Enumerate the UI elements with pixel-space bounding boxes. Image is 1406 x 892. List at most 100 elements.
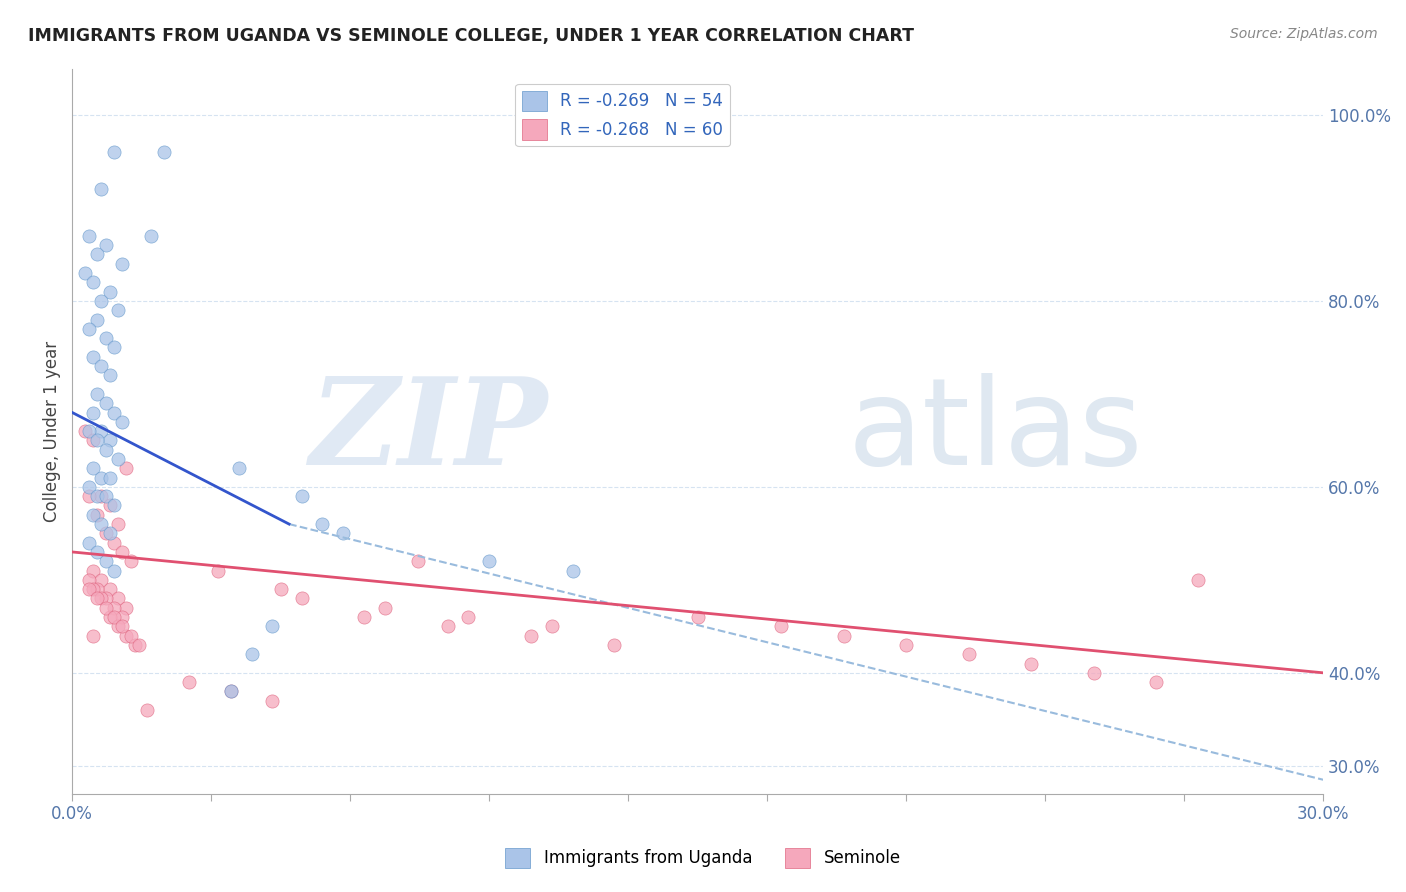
Point: [77, 322, 100, 336]
Point: [1083, 665, 1105, 680]
Point: [1144, 675, 1167, 690]
Point: [86, 489, 108, 503]
Point: [111, 610, 134, 624]
Point: [94, 238, 117, 252]
Point: [82, 461, 104, 475]
Point: [1187, 573, 1209, 587]
Point: [94, 489, 117, 503]
Point: [353, 610, 375, 624]
Point: [111, 415, 134, 429]
Point: [262, 619, 284, 633]
Point: [311, 517, 333, 532]
Point: [770, 619, 793, 633]
Point: [77, 573, 100, 587]
Point: [86, 508, 108, 522]
Point: [115, 461, 138, 475]
Point: [82, 405, 104, 419]
Point: [103, 564, 125, 578]
Point: [107, 303, 129, 318]
Point: [86, 545, 108, 559]
Point: [82, 582, 104, 596]
Point: [94, 442, 117, 457]
Point: [98, 434, 121, 448]
Point: [457, 610, 479, 624]
Point: [115, 629, 138, 643]
Point: [82, 564, 104, 578]
Point: [90, 293, 112, 308]
Point: [77, 480, 100, 494]
Point: [90, 182, 112, 196]
Point: [124, 638, 146, 652]
Point: [90, 591, 112, 606]
Point: [86, 312, 108, 326]
Point: [290, 591, 312, 606]
Point: [107, 452, 129, 467]
Point: [120, 629, 142, 643]
Point: [73, 424, 96, 438]
Point: [98, 499, 121, 513]
Point: [103, 600, 125, 615]
Point: [111, 545, 134, 559]
Point: [115, 600, 138, 615]
Point: [561, 564, 583, 578]
Point: [478, 554, 501, 568]
Point: [82, 276, 104, 290]
Point: [832, 629, 855, 643]
Point: [94, 396, 117, 410]
Legend: Immigrants from Uganda, Seminole: Immigrants from Uganda, Seminole: [499, 841, 907, 875]
Point: [82, 434, 104, 448]
Point: [111, 619, 134, 633]
Text: Source: ZipAtlas.com: Source: ZipAtlas.com: [1230, 27, 1378, 41]
Point: [141, 228, 163, 243]
Point: [73, 266, 96, 280]
Point: [270, 582, 292, 596]
Text: atlas: atlas: [848, 373, 1143, 490]
Point: [94, 554, 117, 568]
Point: [82, 508, 104, 522]
Point: [90, 489, 112, 503]
Point: [86, 582, 108, 596]
Point: [98, 582, 121, 596]
Point: [94, 526, 117, 541]
Point: [219, 684, 242, 698]
Text: ZIP: ZIP: [309, 372, 547, 491]
Point: [94, 591, 117, 606]
Point: [290, 489, 312, 503]
Point: [520, 629, 543, 643]
Point: [219, 684, 242, 698]
Point: [408, 554, 430, 568]
Point: [120, 554, 142, 568]
Point: [103, 535, 125, 549]
Point: [90, 573, 112, 587]
Legend: R = -0.269   N = 54, R = -0.268   N = 60: R = -0.269 N = 54, R = -0.268 N = 60: [516, 84, 730, 146]
Point: [128, 638, 150, 652]
Point: [77, 535, 100, 549]
Point: [98, 610, 121, 624]
Point: [98, 368, 121, 383]
Point: [86, 591, 108, 606]
Point: [103, 340, 125, 354]
Point: [103, 610, 125, 624]
Point: [111, 257, 134, 271]
Point: [86, 434, 108, 448]
Point: [332, 526, 354, 541]
Point: [240, 647, 263, 661]
Point: [896, 638, 918, 652]
Point: [82, 350, 104, 364]
Point: [374, 600, 396, 615]
Point: [86, 387, 108, 401]
Point: [90, 470, 112, 484]
Point: [107, 619, 129, 633]
Point: [90, 517, 112, 532]
Text: IMMIGRANTS FROM UGANDA VS SEMINOLE COLLEGE, UNDER 1 YEAR CORRELATION CHART: IMMIGRANTS FROM UGANDA VS SEMINOLE COLLE…: [28, 27, 914, 45]
Point: [207, 564, 229, 578]
Point: [436, 619, 458, 633]
Point: [86, 247, 108, 261]
Point: [1019, 657, 1042, 671]
Point: [77, 582, 100, 596]
Point: [153, 145, 176, 160]
Point: [98, 285, 121, 299]
Point: [103, 405, 125, 419]
Point: [262, 694, 284, 708]
Point: [94, 600, 117, 615]
